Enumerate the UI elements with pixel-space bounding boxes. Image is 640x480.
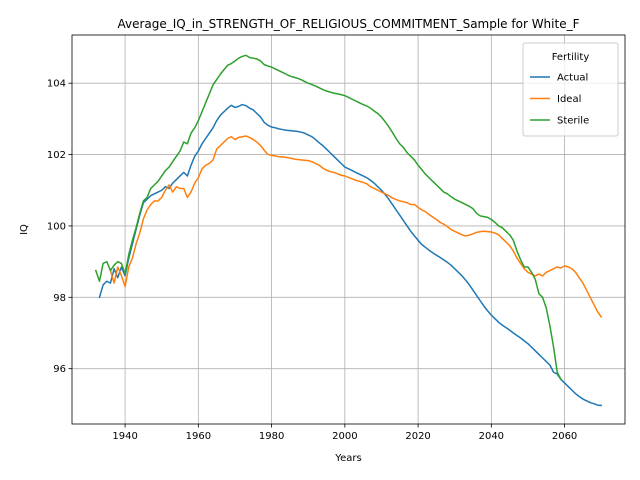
legend-box <box>522 42 619 137</box>
y-tick-label: 104 <box>47 79 66 90</box>
x-axis-label: Years <box>334 453 361 464</box>
chart-title: Average_IQ_in_STRENGTH_OF_RELIGIOUS_COMM… <box>117 17 579 31</box>
legend-items: Actual Ideal Sterile <box>530 73 589 127</box>
x-tick-label: 2020 <box>405 431 430 442</box>
axis-ticks: 1940 1960 1980 2000 2020 2040 2060 96 98 100 102 10… <box>47 79 577 442</box>
y-tick-label: 100 <box>47 221 66 232</box>
legend-title: Fertility <box>552 52 590 63</box>
y-axis-label: IQ <box>19 224 30 235</box>
grid-lines <box>72 35 625 424</box>
x-tick-label: 2060 <box>552 431 577 442</box>
x-tick-label: 1980 <box>259 431 284 442</box>
y-tick-label: 98 <box>53 293 66 304</box>
legend: Fertility Actual Ideal Sterile <box>522 42 619 137</box>
plot-area-frame <box>71 34 626 425</box>
x-tick-label: 1960 <box>186 431 211 442</box>
legend-label-ideal: Ideal <box>557 94 581 105</box>
x-tick-label: 2040 <box>479 431 504 442</box>
y-tick-label: 96 <box>53 364 66 375</box>
series-line-actual <box>98 103 603 407</box>
legend-label-actual: Actual <box>557 73 588 84</box>
series-line-sterile <box>94 54 562 381</box>
legend-label-sterile: Sterile <box>557 116 589 127</box>
y-tick-label: 102 <box>47 150 66 161</box>
series-line-ideal <box>109 135 603 318</box>
series-lines <box>94 54 603 407</box>
x-tick-label: 2000 <box>332 431 357 442</box>
x-tick-label: 1940 <box>112 431 137 442</box>
